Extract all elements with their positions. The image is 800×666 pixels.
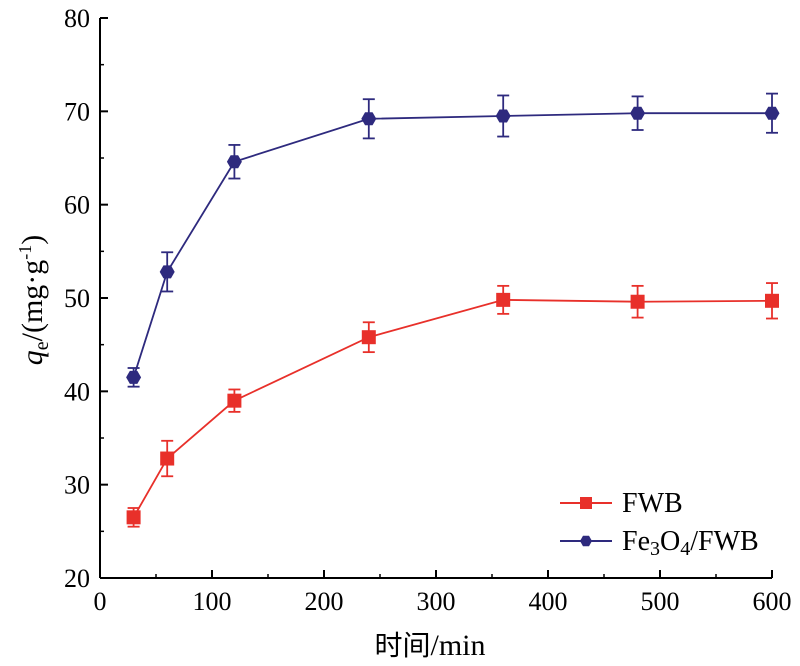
data-point (496, 292, 511, 307)
x-axis-title: 时间/min (374, 629, 485, 662)
legend: FWB Fe3O4/FWB (560, 488, 759, 560)
legend-item-fwb: FWB (560, 488, 683, 519)
data-point (160, 451, 175, 466)
x-tick-label: 500 (641, 587, 680, 616)
data-point (495, 109, 511, 123)
legend-label-fwb: FWB (622, 488, 683, 519)
legend-label-fe3o4-fwb: Fe3O4/FWB (622, 526, 759, 560)
y-tick-label: 70 (64, 97, 90, 126)
x-tick-label: 100 (193, 587, 232, 616)
plot-area (126, 92, 780, 528)
series-line-fwb (132, 298, 773, 518)
y-tick-label: 50 (64, 284, 90, 313)
y-tick-label: 20 (64, 564, 90, 593)
x-tick-label: 400 (529, 587, 568, 616)
x-tick-label: 200 (305, 587, 344, 616)
y-tick-label: 40 (64, 377, 90, 406)
axes: 20 30 40 50 60 70 80 0 100 200 300 400 500 600 (64, 4, 792, 616)
y-tick-label: 30 (64, 471, 90, 500)
data-point (630, 106, 646, 120)
x-tick-label: 600 (753, 587, 792, 616)
legend-marker-fe3o4-fwb (580, 535, 592, 547)
data-point (765, 293, 779, 308)
series-fwb (126, 282, 779, 528)
data-point (630, 294, 645, 309)
legend-marker-fwb (580, 497, 592, 509)
data-point (227, 393, 242, 408)
data-point (361, 112, 377, 126)
legend-item-fe3o4-fwb: Fe3O4/FWB (560, 526, 759, 560)
data-point (361, 330, 376, 345)
data-point (226, 155, 242, 169)
series-line-fe3o4-fwb (132, 112, 772, 378)
y-tick-label: 60 (64, 191, 90, 220)
x-tick-label: 0 (94, 587, 107, 616)
x-tick-label: 300 (417, 587, 456, 616)
y-tick-label: 80 (64, 4, 90, 33)
data-point (126, 370, 142, 384)
data-point (159, 265, 175, 279)
y-axis-title: qe/(mg·g-1) (15, 235, 53, 366)
series-fe3o4-fwb (126, 92, 780, 388)
data-point (126, 510, 141, 525)
data-point (764, 106, 780, 120)
